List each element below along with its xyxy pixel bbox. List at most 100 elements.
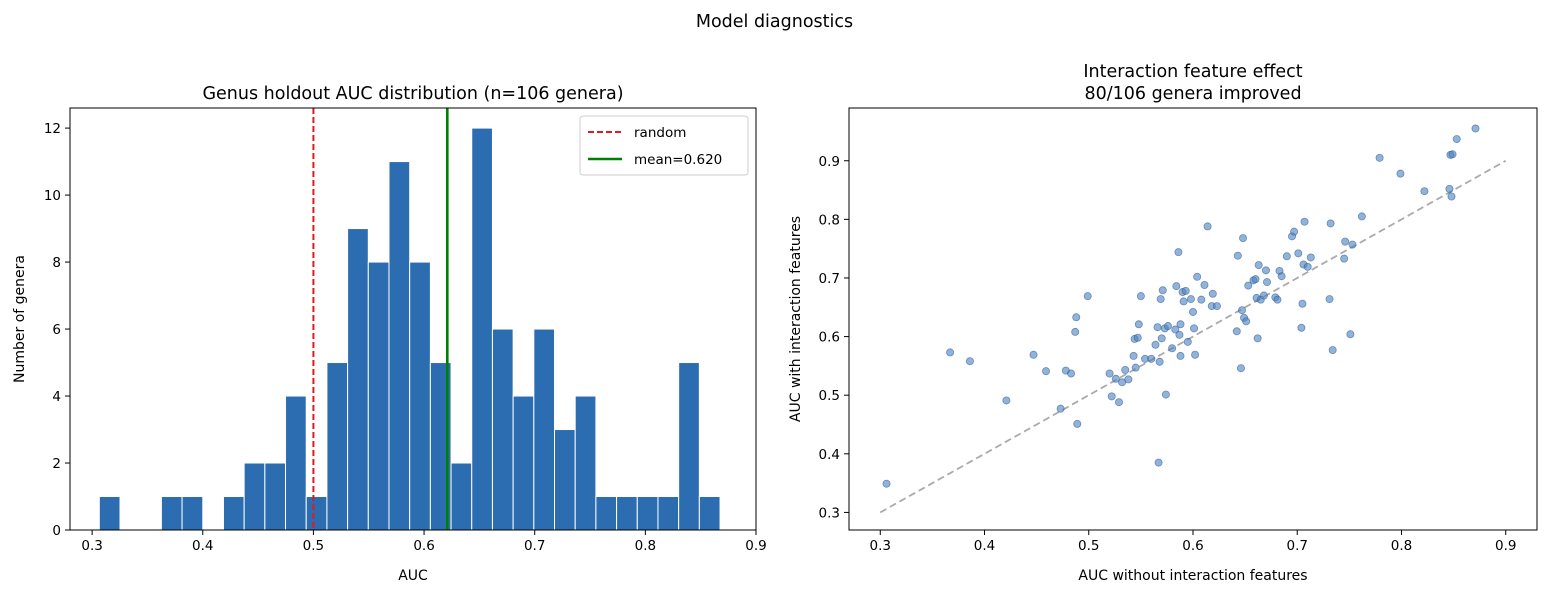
scatter-point [1153, 323, 1162, 332]
x-tick-label: 0.9 [1495, 538, 1516, 554]
x-tick-label: 0.6 [413, 538, 434, 554]
legend-mean-label: mean=0.620 [634, 152, 722, 168]
scatter-point [1155, 357, 1164, 366]
scatter-panel: Interaction feature effect 80/106 genera… [788, 62, 1538, 584]
scatter-point [1244, 281, 1253, 290]
scatter-point [1183, 337, 1192, 346]
scatter-diagonal-line [879, 159, 1507, 514]
scatter-point [1277, 272, 1286, 281]
histogram-y-axis-label: Number of genera [12, 255, 28, 383]
histogram-x-ticks: 0.3 0.4 0.5 0.6 0.7 0.8 0.9 [81, 530, 767, 554]
histogram-bar [698, 496, 721, 531]
scatter-point [1186, 295, 1195, 304]
scatter-title-line2: 80/106 genera improved [1084, 84, 1301, 104]
histogram-bars [98, 127, 721, 531]
histogram-legend: random mean=0.620 [579, 115, 749, 176]
scatter-point [1326, 219, 1335, 228]
x-tick-label: 0.8 [1391, 538, 1412, 554]
histogram-bar [347, 228, 369, 531]
histogram-bar [533, 328, 556, 531]
x-tick-label: 0.7 [1287, 538, 1308, 554]
scatter-point [1163, 322, 1172, 331]
histogram-bar [574, 395, 597, 531]
scatter-point [1251, 275, 1260, 284]
scatter-point [1002, 396, 1011, 405]
scatter-x-axis-label: AUC without interaction features [1078, 568, 1307, 584]
scatter-point [1191, 350, 1200, 359]
histogram-bar [305, 496, 328, 531]
y-tick-label: 6 [52, 322, 61, 338]
scatter-point [1471, 124, 1480, 133]
x-tick-label: 0.4 [192, 538, 213, 554]
scatter-point [1300, 217, 1309, 226]
scatter-point [1212, 302, 1221, 311]
histogram-bar [678, 362, 700, 531]
scatter-point [1233, 251, 1242, 260]
scatter-point [1189, 307, 1198, 316]
x-tick-label: 0.5 [303, 538, 324, 554]
scatter-point [1452, 135, 1461, 144]
scatter-point [1253, 334, 1262, 343]
scatter-point [1200, 281, 1209, 290]
x-tick-label: 0.4 [974, 538, 995, 554]
histogram-panel: Genus holdout AUC distribution (n=106 ge… [12, 84, 767, 584]
scatter-point [1161, 390, 1170, 399]
y-tick-label: 0.7 [819, 271, 840, 287]
scatter-point [1157, 334, 1166, 343]
x-tick-label: 0.8 [635, 538, 656, 554]
scatter-axes-frame [848, 107, 1538, 531]
scatter-point [1261, 266, 1270, 275]
histogram-bar [264, 462, 287, 531]
scatter-point [1237, 306, 1246, 315]
scatter-point [1129, 351, 1138, 360]
histogram-bar [367, 261, 390, 531]
scatter-point [1179, 297, 1188, 306]
scatter-point [1124, 375, 1133, 384]
scatter-y-axis-label: AUC with interaction features [788, 216, 804, 422]
histogram-bar [595, 496, 618, 531]
scatter-point [1172, 282, 1181, 291]
y-tick-label: 0.4 [819, 447, 840, 463]
scatter-point [1147, 354, 1156, 363]
scatter-point [1072, 313, 1081, 322]
figure-suptitle: Model diagnostics [696, 12, 853, 32]
histogram-reference-lines [312, 108, 449, 530]
scatter-point [1042, 367, 1051, 376]
scatter-point [1341, 237, 1350, 246]
scatter-point [1107, 392, 1116, 401]
histogram-bar [285, 395, 307, 531]
scatter-point [1071, 327, 1080, 336]
scatter-point [1105, 369, 1114, 378]
scatter-point [1447, 192, 1456, 201]
scatter-point [1239, 234, 1248, 243]
scatter-point [1448, 150, 1457, 159]
scatter-point [1328, 346, 1337, 355]
scatter-point [1175, 330, 1184, 339]
y-tick-label: 0.5 [819, 388, 840, 404]
x-tick-label: 0.6 [1182, 538, 1203, 554]
scatter-point [1181, 286, 1190, 295]
scatter-point [1242, 317, 1251, 326]
histogram-y-ticks: 0 2 4 6 8 10 12 [44, 121, 70, 539]
histogram-title: Genus holdout AUC distribution (n=106 ge… [202, 84, 623, 104]
x-tick-label: 0.3 [870, 538, 891, 554]
legend-random-label: random [634, 125, 686, 141]
x-tick-label: 0.9 [745, 538, 766, 554]
histogram-bar [616, 496, 638, 531]
scatter-points [882, 124, 1480, 488]
scatter-point [882, 479, 891, 488]
scatter-point [1083, 292, 1092, 301]
scatter-point [1171, 325, 1180, 334]
scatter-x-ticks: 0.3 0.4 0.5 0.6 0.7 0.8 0.9 [870, 530, 1516, 554]
histogram-bar [512, 395, 535, 531]
scatter-point [1303, 262, 1312, 271]
x-tick-label: 0.5 [1078, 538, 1099, 554]
scatter-point [1134, 320, 1143, 329]
scatter-y-ticks: 0.3 0.4 0.5 0.6 0.7 0.8 0.9 [819, 154, 849, 521]
scatter-point [1340, 254, 1349, 263]
scatter-point [1136, 292, 1145, 301]
histogram-bar [326, 362, 349, 531]
histogram-axes-frame [69, 107, 757, 531]
scatter-point [1029, 350, 1038, 359]
scatter-point [1375, 153, 1384, 162]
